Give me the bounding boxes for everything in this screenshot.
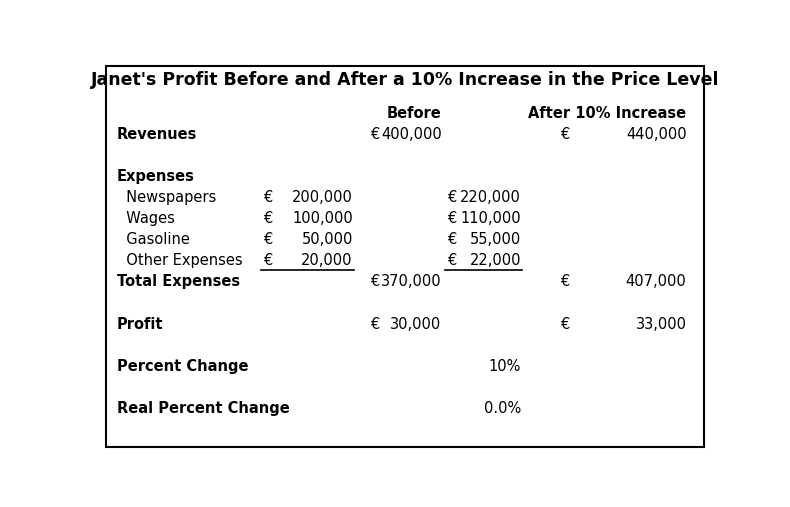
Text: Other Expenses: Other Expenses	[117, 254, 243, 268]
Text: 110,000: 110,000	[461, 211, 521, 226]
Text: 407,000: 407,000	[626, 274, 687, 289]
Text: 50,000: 50,000	[302, 232, 353, 247]
Text: 33,000: 33,000	[635, 317, 687, 332]
Text: 0.0%: 0.0%	[484, 401, 521, 416]
Text: 200,000: 200,000	[292, 190, 353, 205]
Text: Expenses: Expenses	[117, 169, 195, 184]
Text: Real Percent Change: Real Percent Change	[117, 401, 290, 416]
Text: €: €	[264, 254, 273, 268]
Text: Gasoline: Gasoline	[117, 232, 190, 247]
Text: Revenues: Revenues	[117, 127, 198, 142]
Text: €: €	[264, 211, 273, 226]
Text: €: €	[561, 274, 570, 289]
Text: 55,000: 55,000	[470, 232, 521, 247]
Text: €: €	[264, 190, 273, 205]
Text: €: €	[371, 127, 381, 142]
Text: 20,000: 20,000	[301, 254, 353, 268]
Text: Newspapers: Newspapers	[117, 190, 216, 205]
Text: After 10% Increase: After 10% Increase	[529, 105, 687, 121]
Text: Before: Before	[387, 105, 442, 121]
Text: €: €	[561, 127, 570, 142]
Text: 22,000: 22,000	[470, 254, 521, 268]
Text: €: €	[561, 317, 570, 332]
Text: Percent Change: Percent Change	[117, 359, 249, 374]
Text: 30,000: 30,000	[390, 317, 442, 332]
Text: 370,000: 370,000	[381, 274, 442, 289]
Text: €: €	[448, 211, 457, 226]
Text: Profit: Profit	[117, 317, 164, 332]
Text: €: €	[448, 232, 457, 247]
Text: 400,000: 400,000	[381, 127, 442, 142]
Text: €: €	[371, 274, 381, 289]
Text: 440,000: 440,000	[626, 127, 687, 142]
Text: 100,000: 100,000	[292, 211, 353, 226]
Text: €: €	[448, 254, 457, 268]
Text: €: €	[448, 190, 457, 205]
Text: €: €	[371, 317, 381, 332]
Text: 220,000: 220,000	[461, 190, 521, 205]
Text: Janet's Profit Before and After a 10% Increase in the Price Level: Janet's Profit Before and After a 10% In…	[91, 70, 719, 89]
Text: Wages: Wages	[117, 211, 175, 226]
FancyBboxPatch shape	[106, 65, 704, 447]
Text: 10%: 10%	[489, 359, 521, 374]
Text: €: €	[264, 232, 273, 247]
Text: Total Expenses: Total Expenses	[117, 274, 240, 289]
